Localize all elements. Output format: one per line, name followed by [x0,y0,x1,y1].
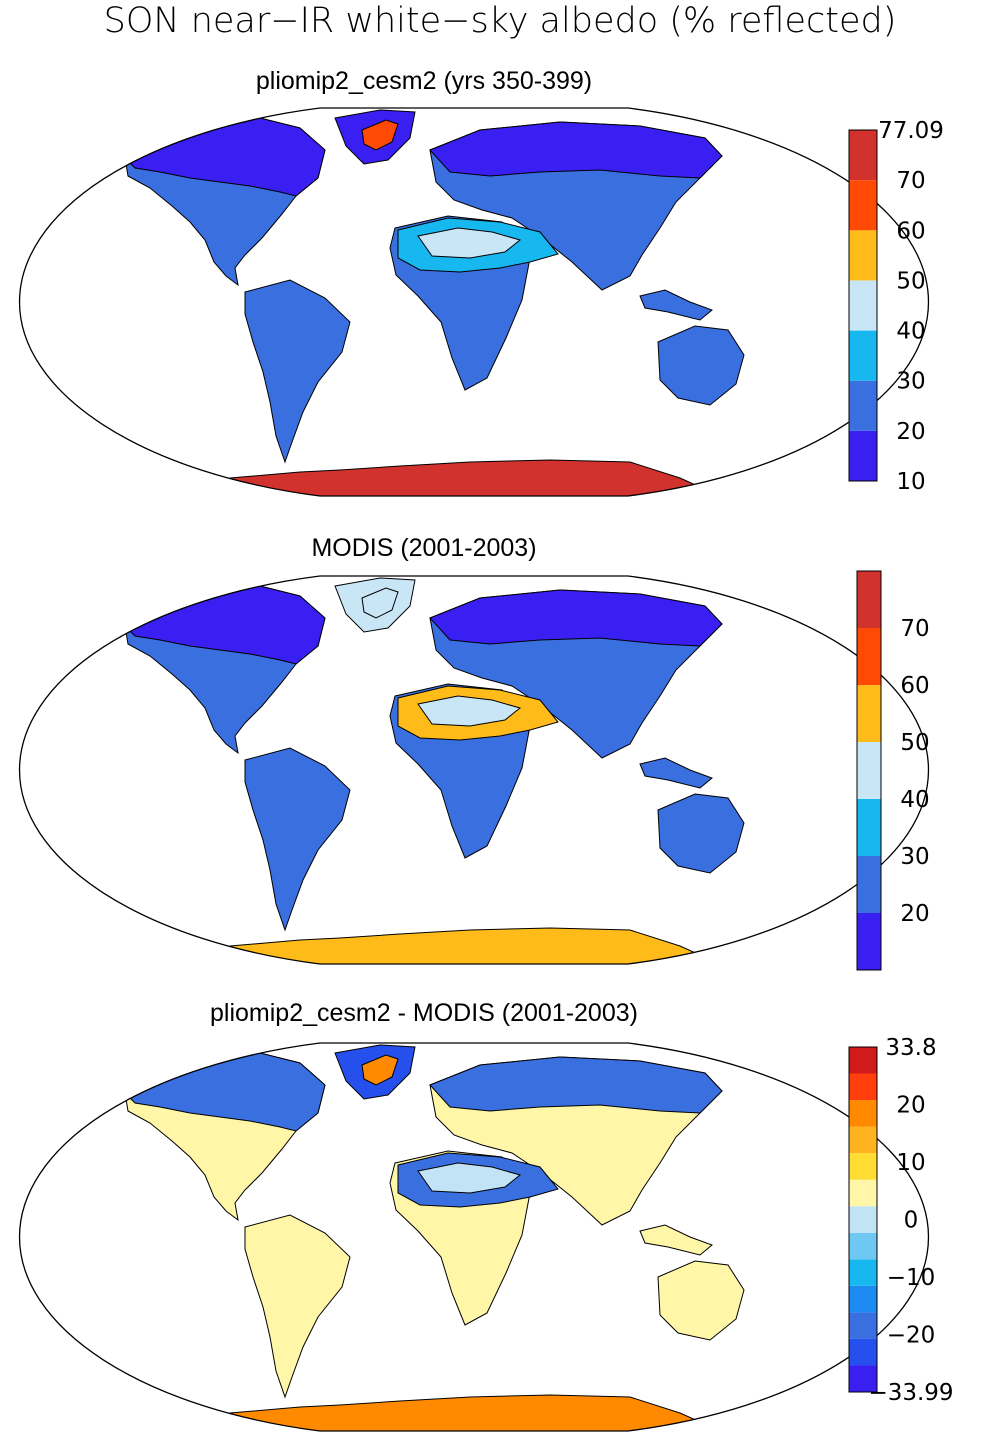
colorbar-swatch [849,330,877,381]
map-outline [18,1042,930,1432]
colorbar-tick-label: 33.8 [885,1035,936,1061]
colorbar-tick-label: 70 [896,168,925,194]
colorbar-swatch [849,380,877,431]
map-body [124,1044,745,1431]
colorbar-swatch [849,280,877,331]
colorbar-tick-label: −33.99 [868,1380,953,1406]
panel-title-diff: pliomip2_cesm2 - MODIS (2001-2003) [210,999,638,1027]
australia [657,1260,745,1341]
colorbar-tick-label: 60 [900,673,929,699]
greenland-core [361,1054,399,1086]
map-outline [18,575,930,965]
colorbar-tick-label: 77.09 [878,118,944,144]
eurasia-boreal [429,1056,723,1114]
colorbar-tick-label: 20 [896,419,925,445]
colorbar-swatch [849,230,877,281]
maritime-continent [639,757,713,789]
antarctica [189,459,721,496]
maritime-continent [639,1224,713,1256]
colorbar-swatch [857,742,881,799]
eurasia-boreal [429,589,723,647]
colorbar-swatch [857,799,881,856]
colorbar-tick-label: 20 [900,901,929,927]
sahara-bright [417,227,522,259]
colorbar-swatch [849,180,877,231]
colorbar-tick-label: −10 [887,1265,936,1291]
colorbar-swatch [857,685,881,742]
continents [124,109,745,496]
colorbar-swatch [849,1206,877,1233]
colorbar-swatch [849,1153,877,1180]
colorbar-swatch [849,1047,877,1074]
colorbar-tick-label: 60 [896,218,925,244]
continents [124,1044,745,1431]
south-america [244,1214,351,1399]
map-panel-model: pliomip2_cesm2 (yrs 350-399) 10 20 30 40 50 6… [18,67,944,497]
colorbar-tick-label: 30 [896,369,925,395]
greenland-core [361,587,399,619]
colorbar-swatch [849,1073,877,1101]
colorbar-swatch [849,1100,877,1127]
map-body [124,577,745,964]
colorbar-swatch [849,1338,877,1366]
colorbar-tick-label: 20 [896,1093,925,1119]
greenland-core [361,119,399,151]
colorbar-tick-label: 50 [896,268,925,294]
south-america [244,747,351,932]
colorbar-swatch [857,628,881,685]
colorbar-tick-label: 0 [904,1208,919,1234]
colorbar-swatch [849,1312,877,1339]
colorbar-tick-label: 50 [900,730,929,756]
colorbar-frame [848,129,878,482]
map-panel-diff: pliomip2_cesm2 - MODIS (2001-2003) −33.9… [18,999,954,1432]
colorbar-tick-label: 70 [900,616,929,642]
colorbar-tick-label: 10 [896,469,925,495]
map-outline [18,107,930,497]
antarctica [189,927,721,964]
colorbar-swatch [857,913,881,970]
antarctica [189,1394,721,1431]
australia [657,793,745,874]
panel-title-model: pliomip2_cesm2 (yrs 350-399) [256,67,592,95]
south-america [244,279,351,464]
colorbar-swatch [849,1365,877,1392]
colorbar-diff: −33.99 −20 −10 0 10 20 33.8 [848,1035,954,1406]
colorbar-swatch [849,1126,877,1154]
colorbar-swatch [849,1232,877,1260]
map-body [124,109,745,496]
figure-title: SON near−IR white−sky albedo (% reflecte… [104,1,897,41]
sahara-bright [417,695,522,727]
colorbar-tick-label: 40 [896,319,925,345]
map-panel-obs: MODIS (2001-2003) 20 30 40 50 60 70 [18,534,930,971]
colorbar-swatch [857,856,881,913]
colorbar-swatch [849,1259,877,1286]
colorbar-swatch [849,430,877,481]
colorbar-tick-label: −20 [887,1323,936,1349]
colorbar-frame [856,570,882,971]
colorbar-tick-label: 10 [896,1150,925,1176]
continents [124,577,745,964]
colorbar-model: 10 20 30 40 50 60 70 77.09 [848,118,944,495]
panel-title-obs: MODIS (2001-2003) [311,534,536,562]
colorbar-frame [848,1046,878,1393]
australia [657,325,745,406]
eurasia-boreal [429,121,723,179]
colorbar-swatch [849,130,877,181]
colorbar-tick-label: 40 [900,787,929,813]
sahara-bright [417,1162,522,1194]
colorbar-tick-label: 30 [900,844,929,870]
maritime-continent [639,289,713,321]
colorbar-swatch [849,1179,877,1207]
colorbar-swatch [857,571,881,628]
colorbar-obs: 20 30 40 50 60 70 [856,570,930,971]
colorbar-swatch [849,1285,877,1313]
